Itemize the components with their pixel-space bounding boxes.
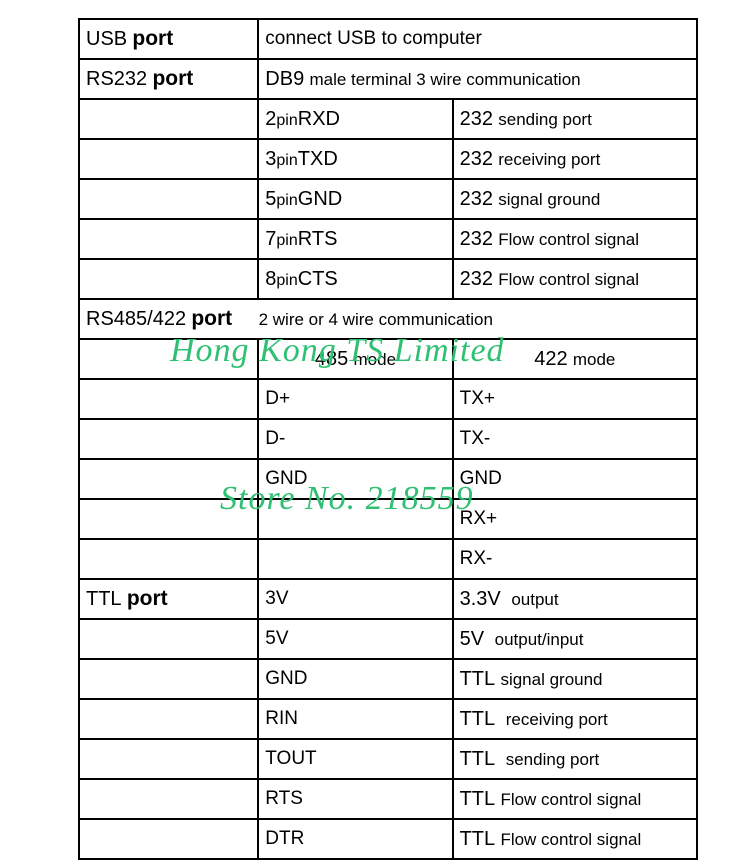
rs232-label-cell: RS232 port [79,59,258,99]
rs232-header-row: RS232 port DB9 male terminal 3 wire comm… [79,59,697,99]
usb-desc-cell: connect USB to computer [258,19,697,59]
rs232-desc-cell: DB9 male terminal 3 wire communication [258,59,697,99]
ttl-label-cell: TTL port [79,579,258,619]
ttl-row: DTRTTL Flow control signal [79,819,697,859]
rs232-desc-b: male terminal 3 wire communication [309,70,580,89]
rs485-label-a: RS485/422 [86,308,186,330]
rs232-label-b: port [152,67,193,90]
usb-row: USB port connect USB to computer [79,19,697,59]
port-spec-table: USB port connect USB to computer RS232 p… [78,18,698,860]
usb-label-b: port [132,27,173,50]
rs232-pin-row: 7pinRTS 232 Flow control signal [79,219,697,259]
rs485-row: GNDGND [79,459,697,499]
usb-label-cell: USB port [79,19,258,59]
ttl-label-b: port [127,587,168,610]
ttl-row: RTSTTL Flow control signal [79,779,697,819]
rs232-pin-row: 2pinRXD 232 sending port [79,99,697,139]
usb-desc: connect USB to computer [265,28,482,49]
rs485-mode-row: 485 mode 422 mode [79,339,697,379]
rs485-row: RX- [79,539,697,579]
rs485-label-b: port [191,307,232,330]
rs485-row: D-TX- [79,419,697,459]
rs485-row: D+TX+ [79,379,697,419]
rs232-label-a: RS232 [86,68,147,90]
rs232-desc-a: DB9 [265,68,304,90]
rs232-pin-row: 8pinCTS 232 Flow control signal [79,259,697,299]
rs485-header-row: RS485/422 port 2 wire or 4 wire communic… [79,299,697,339]
ttl-row: RINTTL receiving port [79,699,697,739]
usb-label-a: USB [86,28,127,50]
rs485-label-cell: RS485/422 port 2 wire or 4 wire communic… [79,299,697,339]
rs232-pin-row: 5pinGND 232 signal ground [79,179,697,219]
ttl-row-0: TTL port 3V 3.3V output [79,579,697,619]
ttl-row: GNDTTL signal ground [79,659,697,699]
rs485-desc: 2 wire or 4 wire communication [259,310,493,329]
rs485-row: RX+ [79,499,697,539]
ttl-row: TOUTTTL sending port [79,739,697,779]
ttl-label-a: TTL [86,588,122,610]
rs232-pin-row: 3pinTXD 232 receiving port [79,139,697,179]
ttl-row: 5V5V output/input [79,619,697,659]
